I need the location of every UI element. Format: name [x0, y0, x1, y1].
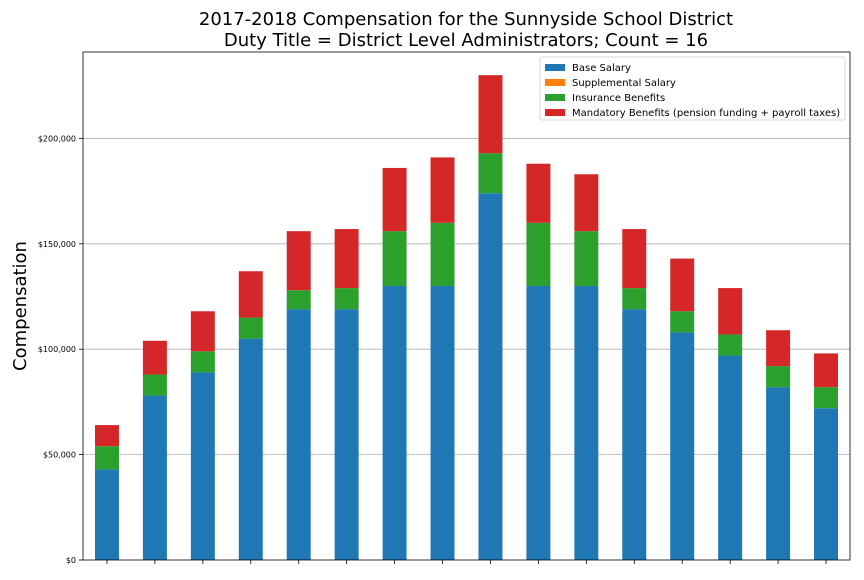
legend-label-insurance-benefits: Insurance Benefits [572, 93, 665, 104]
bar-insurance-benefits [334, 288, 359, 310]
y-tick-label: $100,000 [38, 345, 76, 354]
bar-base-salary [526, 285, 551, 560]
bar-insurance-benefits [574, 231, 599, 286]
bar-insurance-benefits [766, 366, 791, 388]
y-tick-label: $50,000 [43, 451, 76, 460]
legend-swatch-base-salary [545, 64, 565, 71]
y-tick-label: $150,000 [38, 240, 76, 249]
bar-insurance-benefits [478, 153, 503, 194]
legend-box [539, 56, 846, 121]
bar-base-salary [622, 309, 647, 560]
bar-insurance-benefits [670, 311, 695, 333]
bar-insurance-benefits [238, 317, 263, 339]
y-axis-label: Compensation [10, 241, 31, 371]
bar-insurance-benefits [190, 351, 215, 373]
bar-base-salary [190, 372, 215, 560]
bar-mandatory-benefits-pension-funding-payroll-taxes [814, 353, 839, 388]
bar-insurance-benefits [430, 222, 455, 286]
bar-insurance-benefits [382, 231, 407, 286]
bar-mandatory-benefits-pension-funding-payroll-taxes [286, 231, 311, 291]
bars [94, 75, 839, 560]
legend-swatch-supplemental-salary [545, 79, 565, 86]
bar-mandatory-benefits-pension-funding-payroll-taxes [766, 330, 791, 367]
bar-mandatory-benefits-pension-funding-payroll-taxes [478, 75, 503, 154]
bar-mandatory-benefits-pension-funding-payroll-taxes [622, 229, 647, 289]
bar-mandatory-benefits-pension-funding-payroll-taxes [526, 163, 551, 223]
plot-frame [82, 51, 851, 561]
legend-label-base-salary: Base Salary [572, 63, 631, 74]
bar-base-salary [478, 193, 503, 560]
bar-insurance-benefits [94, 446, 119, 470]
legend-label-mandatory-benefits-pension-funding-payroll-taxes: Mandatory Benefits (pension funding + pa… [572, 108, 840, 119]
bar-base-salary [766, 387, 791, 560]
bar-base-salary [238, 338, 263, 560]
bar-base-salary [286, 309, 311, 560]
bar-base-salary [334, 309, 359, 560]
bar-base-salary [670, 332, 695, 560]
axes: $0 $50,000 $100,000 $150,000 $200,000 [38, 51, 851, 565]
legend-swatch-mandatory-benefits-pension-funding-payroll-taxes [545, 109, 565, 116]
bar-mandatory-benefits-pension-funding-payroll-taxes [670, 258, 695, 312]
chart-title-line1: 2017-2018 Compensation for the Sunnyside… [199, 9, 733, 30]
bar-mandatory-benefits-pension-funding-payroll-taxes [94, 425, 119, 447]
chart-title-line2: Duty Title = District Level Administrato… [224, 30, 708, 51]
bar-insurance-benefits [718, 334, 743, 356]
y-tick-label: $200,000 [38, 134, 76, 143]
bar-base-salary [430, 285, 455, 560]
bar-insurance-benefits [622, 288, 647, 310]
bar-base-salary [142, 395, 167, 560]
bar-mandatory-benefits-pension-funding-payroll-taxes [334, 229, 359, 289]
legend-label-supplemental-salary: Supplemental Salary [572, 78, 676, 89]
bar-base-salary [382, 285, 407, 560]
bar-insurance-benefits [526, 222, 551, 286]
bar-insurance-benefits [286, 290, 311, 310]
bar-insurance-benefits [142, 374, 167, 396]
bar-base-salary [574, 285, 599, 560]
bar-mandatory-benefits-pension-funding-payroll-taxes [238, 271, 263, 318]
y-tick-label: $0 [66, 556, 76, 565]
bar-mandatory-benefits-pension-funding-payroll-taxes [382, 167, 407, 232]
legend-swatch-insurance-benefits [545, 94, 565, 101]
bar-mandatory-benefits-pension-funding-payroll-taxes [574, 174, 599, 232]
bar-mandatory-benefits-pension-funding-payroll-taxes [430, 157, 455, 223]
bar-mandatory-benefits-pension-funding-payroll-taxes [190, 311, 215, 352]
bar-base-salary [718, 355, 743, 560]
bar-mandatory-benefits-pension-funding-payroll-taxes [718, 288, 743, 335]
legend: Base Salary Supplemental Salary Insurance … [539, 56, 846, 121]
bar-base-salary [814, 408, 839, 560]
bar-base-salary [94, 469, 119, 560]
bar-insurance-benefits [814, 387, 839, 409]
bar-mandatory-benefits-pension-funding-payroll-taxes [142, 340, 167, 375]
